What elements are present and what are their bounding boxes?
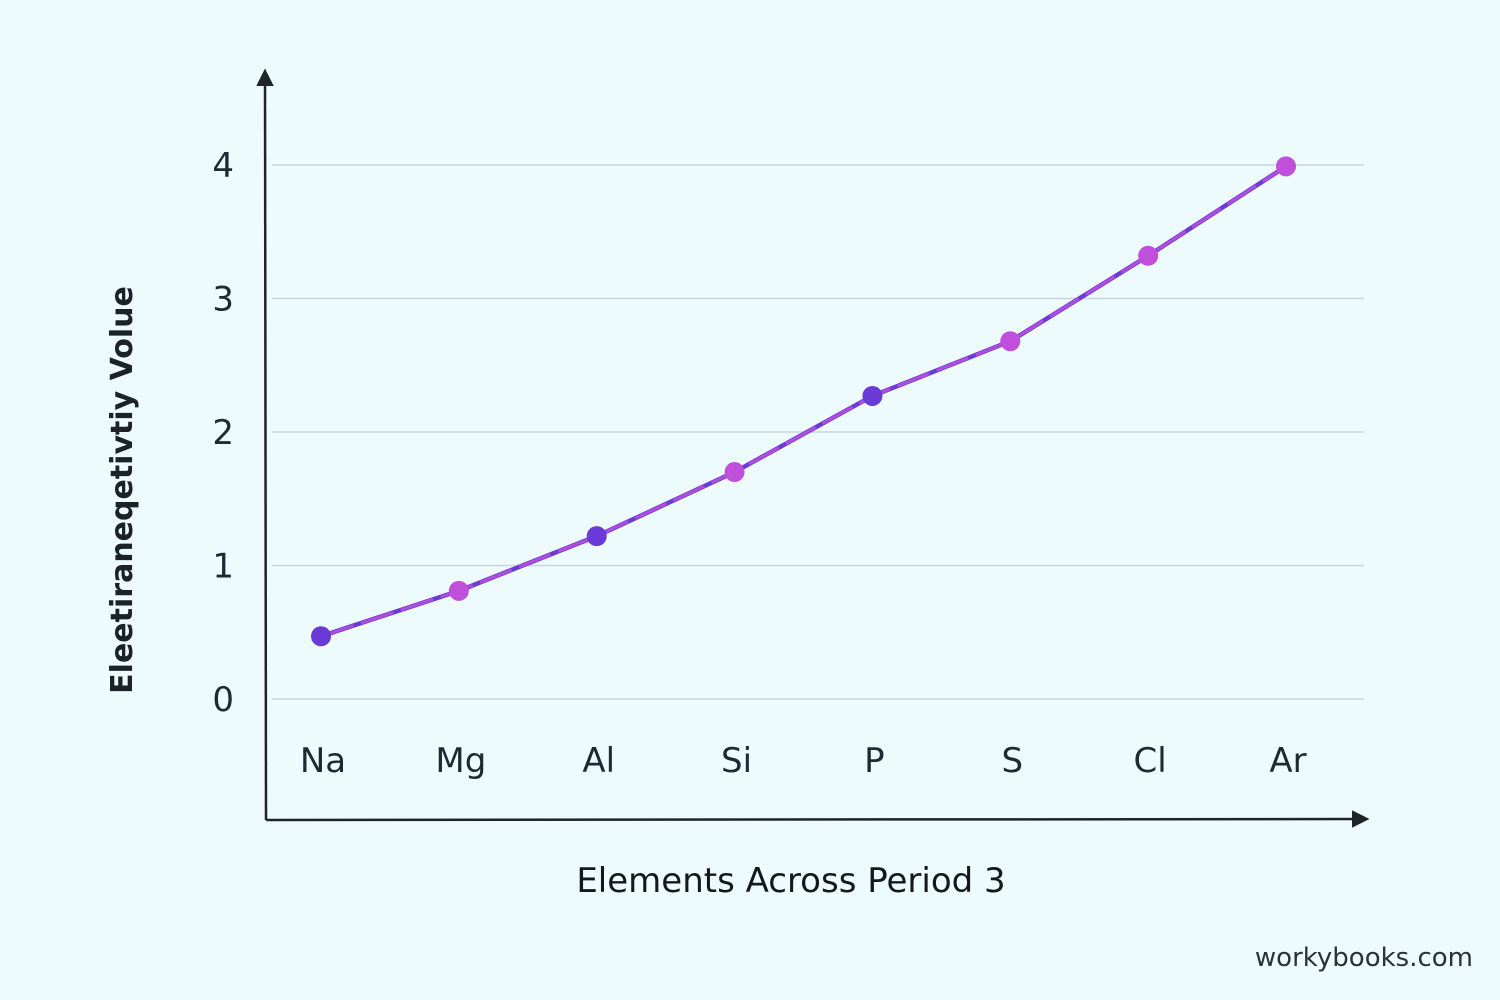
x-tick-label-na: Na: [300, 741, 346, 781]
x-tick-label-mg: Mg: [435, 741, 486, 781]
x-tick-label-p: P: [864, 741, 885, 781]
data-point-ar: [1276, 156, 1296, 177]
data-point-s: [1000, 331, 1021, 352]
x-tick-label-s: S: [1001, 741, 1023, 781]
gridlines: [272, 164, 1364, 700]
x-tick-label-al: Al: [582, 741, 615, 781]
x-tick-label-ar: Ar: [1269, 741, 1306, 781]
y-axis-line: [256, 68, 274, 821]
axes: [256, 68, 1370, 828]
data-point-si: [724, 462, 745, 483]
data-point-p: [862, 385, 883, 406]
y-axis-title: Eleetiraneqetivtiy Volue: [105, 286, 140, 694]
x-tick-label-cl: Cl: [1134, 741, 1167, 781]
y-tick-labels: 0 1 2 3 4: [212, 146, 234, 720]
y-tick-label: 1: [212, 547, 234, 587]
y-tick-label: 3: [212, 280, 234, 320]
watermark-text: workybooks.com: [1254, 943, 1473, 973]
data-point-mg: [448, 580, 469, 601]
y-tick-label: 4: [212, 146, 234, 186]
data-point-na: [311, 626, 331, 647]
data-point-al: [586, 526, 607, 547]
series-line: [320, 165, 1287, 638]
x-axis-title: Elements Across Period 3: [576, 861, 1005, 901]
series-line: [320, 164, 1288, 639]
data-point-cl: [1138, 245, 1159, 266]
y-tick-label: 2: [212, 413, 234, 453]
series-points: [311, 156, 1296, 647]
x-tick-label-si: Si: [721, 741, 752, 781]
y-tick-label: 0: [212, 680, 234, 720]
x-tick-labels: Na Mg Al Si P S Cl Ar: [300, 741, 1307, 781]
x-axis-line: [265, 810, 1370, 828]
